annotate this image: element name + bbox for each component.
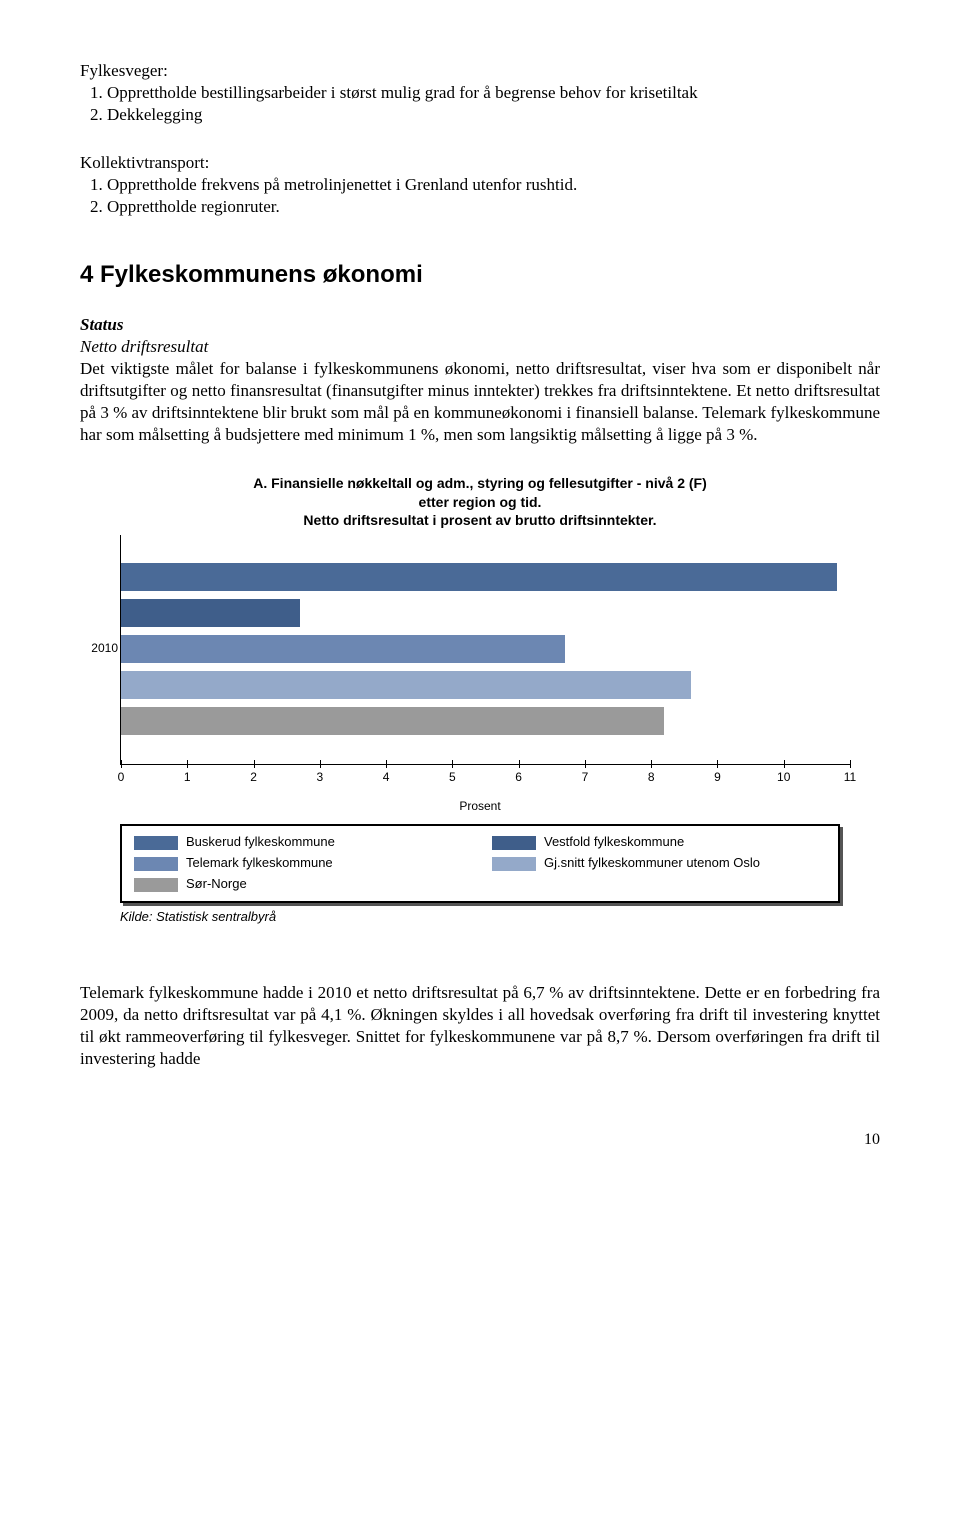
legend-item: Gj.snitt fylkeskommuner utenom Oslo (492, 855, 826, 872)
legend-label: Gj.snitt fylkeskommuner utenom Oslo (544, 855, 760, 872)
chart-xtick (320, 760, 321, 768)
fylkesveger-heading: Fylkesveger: (80, 60, 880, 82)
chart-xtick-label: 7 (582, 770, 589, 786)
chart-bar (121, 707, 664, 735)
chart-xtick (121, 760, 122, 768)
chart-plot: 01234567891011 (120, 535, 850, 765)
kollektiv-item-1: 1. Opprettholde frekvens på metrolinjene… (108, 174, 880, 196)
kollektiv-item-2: 2. Opprettholde regionruter. (108, 196, 880, 218)
status-label: Status (80, 314, 880, 336)
page-number: 10 (80, 1130, 880, 1151)
section-4-heading: 4 Fylkeskommunens økonomi (80, 259, 880, 290)
chart-bar (121, 635, 565, 663)
chart-xtick (386, 760, 387, 768)
section-4-paragraph: Det viktigste målet for balanse i fylkes… (80, 358, 880, 446)
legend-label: Vestfold fylkeskommune (544, 834, 684, 851)
chart-ylabel: 2010 (80, 641, 118, 657)
chart-bar (121, 563, 837, 591)
chart-xtick-label: 3 (316, 770, 323, 786)
chart-title: A. Finansielle nøkkeltall og adm., styri… (170, 474, 790, 529)
chart-title-line-3: Netto driftsresultat i prosent av brutto… (170, 511, 790, 529)
chart-figure: A. Finansielle nøkkeltall og adm., styri… (80, 474, 880, 926)
chart-xtick-label: 4 (383, 770, 390, 786)
chart-xtick-label: 5 (449, 770, 456, 786)
chart-xtick (452, 760, 453, 768)
chart-xtick-label: 8 (648, 770, 655, 786)
chart-xtick (519, 760, 520, 768)
chart-xtick (850, 760, 851, 768)
fylkesveger-item-1: 1. Opprettholde bestillingsarbeider i st… (108, 82, 880, 104)
chart-xtick-label: 11 (844, 770, 856, 786)
legend-item: Buskerud fylkeskommune (134, 834, 468, 851)
chart-plot-area: 2 0 10 01234567891011 (120, 535, 850, 795)
chart-bar (121, 671, 691, 699)
legend-label: Buskerud fylkeskommune (186, 834, 335, 851)
legend-swatch (492, 836, 536, 850)
legend-item: Vestfold fylkeskommune (492, 834, 826, 851)
chart-xtick-label: 9 (714, 770, 721, 786)
chart-source: Kilde: Statistisk sentralbyrå (120, 909, 880, 926)
legend-swatch (134, 878, 178, 892)
chart-xtick (254, 760, 255, 768)
chart-xtick-label: 10 (777, 770, 790, 786)
chart-xtick-label: 1 (184, 770, 191, 786)
chart-title-line-1: A. Finansielle nøkkeltall og adm., styri… (170, 474, 790, 492)
legend-swatch (492, 857, 536, 871)
chart-xtick (585, 760, 586, 768)
chart-bar (121, 599, 300, 627)
legend-label: Sør-Norge (186, 876, 247, 893)
chart-xtick (651, 760, 652, 768)
chart-legend: Buskerud fylkeskommune Vestfold fylkeskom… (120, 824, 840, 903)
legend-item: Telemark fylkeskommune (134, 855, 468, 872)
legend-label: Telemark fylkeskommune (186, 855, 333, 872)
chart-xtick-label: 0 (118, 770, 125, 786)
chart-xtick (784, 760, 785, 768)
legend-item: Sør-Norge (134, 876, 468, 893)
closing-paragraph: Telemark fylkeskommune hadde i 2010 et n… (80, 982, 880, 1070)
chart-xtick (717, 760, 718, 768)
legend-swatch (134, 857, 178, 871)
kollektiv-heading: Kollektivtransport: (80, 152, 880, 174)
fylkesveger-item-2: 2. Dekkelegging (108, 104, 880, 126)
subheading-netto: Netto driftsresultat (80, 336, 880, 358)
chart-xaxis-title: Prosent (80, 799, 880, 815)
chart-xtick (187, 760, 188, 768)
chart-xtick-label: 6 (515, 770, 522, 786)
chart-title-line-2: etter region og tid. (170, 493, 790, 511)
legend-swatch (134, 836, 178, 850)
chart-xtick-label: 2 (250, 770, 257, 786)
